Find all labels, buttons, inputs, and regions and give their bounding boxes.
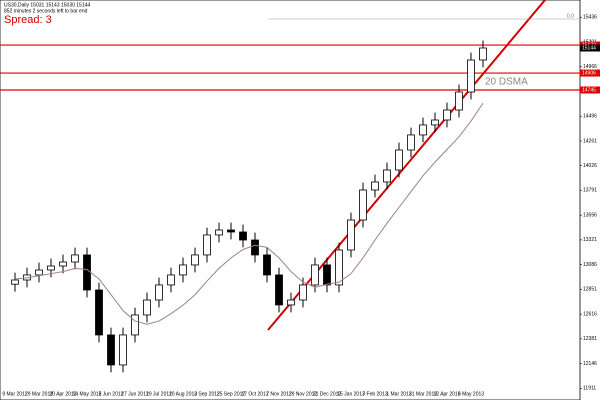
y-tick-label: 11911	[583, 386, 596, 392]
level-box	[580, 69, 600, 77]
candle-body	[359, 189, 367, 221]
candle-body	[371, 181, 379, 191]
candle-body	[443, 109, 451, 121]
x-tick-label: 27 Jun 2012	[121, 391, 149, 397]
level-box	[580, 86, 600, 94]
y-tick-label: 13086	[583, 262, 597, 268]
candle-body	[275, 274, 283, 306]
x-tick-label: 5 Jun 2012	[99, 391, 124, 397]
x-tick-label: 12 Apr 2013	[434, 391, 461, 397]
candle-body	[11, 279, 19, 285]
candle-body	[107, 334, 115, 366]
candle-body	[59, 261, 67, 267]
x-tick-label: 21 Mar 2013	[409, 391, 437, 397]
y-tick-label: 13791	[583, 188, 597, 194]
plot-frame	[0, 0, 581, 400]
x-tick-label: 10 Aug 2012	[169, 391, 197, 397]
y-tick-label: 12146	[583, 361, 597, 367]
candle-body	[179, 264, 187, 276]
y-tick-label: 14026	[583, 163, 597, 169]
candle-body	[347, 219, 355, 251]
x-tick-label: 3 Sep 2012	[194, 391, 220, 397]
candle-body	[263, 254, 271, 276]
x-tick-label: 1 Mar 2013	[386, 391, 412, 397]
candle-body	[323, 264, 331, 286]
spread: Spread: 3	[4, 14, 52, 26]
candle-body	[479, 47, 487, 61]
candle-body	[251, 239, 259, 256]
x-tick-label: 25 Sep 2012	[217, 391, 246, 397]
candle-body	[155, 284, 163, 301]
candle-body	[287, 299, 295, 306]
y-tick-label: 12381	[583, 336, 597, 342]
y-tick-label: 15436	[583, 15, 597, 21]
candle-body	[143, 299, 151, 316]
timer: 852 minutes 2 seconds left to bar end	[4, 8, 88, 14]
y-tick-label: 13556	[583, 212, 597, 218]
candle-body	[83, 254, 91, 291]
x-tick-label: 29 Nov 2012	[289, 391, 318, 397]
candle-body	[131, 314, 139, 336]
y-tick-label: 14496	[583, 114, 597, 120]
x-tick-label: 17 Oct 2012	[241, 391, 268, 397]
y-tick-label: 12616	[583, 311, 597, 317]
y-tick-label: 14966	[583, 64, 597, 70]
candle-body	[167, 274, 175, 286]
candle-body	[383, 169, 391, 183]
x-tick-label: 15 Jan 2013	[337, 391, 365, 397]
candle-body	[203, 234, 211, 256]
x-tick-label: 20 Apr 2012	[50, 391, 77, 397]
x-tick-label: 9 Mar 2012	[2, 391, 28, 397]
x-tick-label: 14 May 2012	[73, 391, 102, 397]
candle-body	[311, 264, 319, 286]
candle-body	[119, 334, 127, 366]
candle-body	[95, 289, 103, 336]
candle-body	[47, 265, 55, 271]
candle-body	[299, 284, 307, 301]
y-tick-label: 12851	[583, 287, 597, 293]
chart-title: US30,Daily 15031 15143 15030 15144	[4, 2, 90, 8]
y-tick-label: 14261	[583, 138, 597, 144]
candle-body	[227, 229, 235, 233]
candle-body	[455, 91, 463, 111]
x-tick-label: 7 Nov 2012	[266, 391, 292, 397]
x-tick-label: 21 Dec 2012	[313, 391, 342, 397]
x-tick-label: 6 May 2013	[458, 391, 484, 397]
last-price-label: 15144	[582, 45, 596, 51]
last-price-box	[580, 44, 600, 52]
x-tick-label: 19 Jul 2012	[146, 391, 172, 397]
candle-body	[467, 59, 475, 93]
x-tick-label: 29 Mar 2012	[25, 391, 53, 397]
candle-body	[215, 229, 223, 236]
candle-body	[191, 254, 199, 266]
ma-label: 20 DSMA	[485, 77, 528, 88]
level-label: 14906	[582, 70, 596, 76]
y-tick-label: 13321	[583, 237, 597, 243]
candle-body	[335, 249, 343, 286]
candle-body	[419, 124, 427, 136]
candle-body	[35, 269, 43, 276]
candle-body	[431, 119, 439, 126]
candle-body	[71, 254, 79, 263]
level-label: 14745	[582, 87, 596, 93]
candle-body	[407, 134, 415, 151]
candle-body	[239, 231, 247, 241]
fib-label: 0.0	[567, 13, 574, 19]
sma-line	[14, 102, 484, 325]
candle-body	[395, 149, 403, 171]
x-tick-label: 7 Feb 2013	[362, 391, 388, 397]
